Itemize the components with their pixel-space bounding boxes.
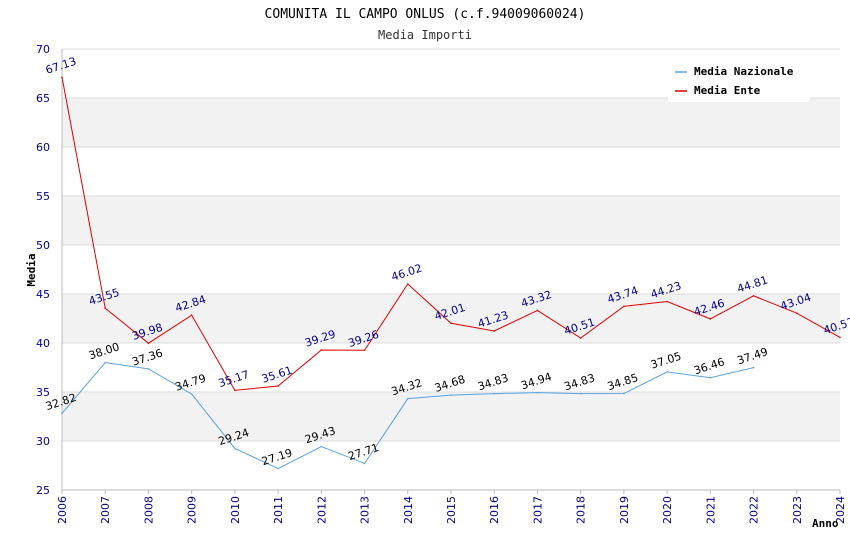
data-label: 34.83 [476, 371, 510, 393]
data-point [320, 445, 323, 448]
x-axis-label: Anno [812, 517, 839, 530]
y-tick-label: 40 [36, 337, 50, 350]
data-label: 27.71 [346, 441, 380, 463]
x-tick-label: 2021 [704, 496, 717, 524]
data-point [147, 342, 150, 344]
axes [61, 49, 841, 494]
data-label: 44.81 [735, 273, 769, 295]
y-tick-label: 55 [36, 190, 50, 203]
y-axis-label: Media [25, 253, 38, 286]
x-tick-label: 2017 [531, 496, 544, 524]
data-point [277, 385, 279, 387]
x-tick-label: 2020 [661, 496, 674, 524]
legend-label-media-ente: Media Ente [694, 84, 761, 97]
data-point [61, 412, 63, 415]
data-point [709, 376, 712, 379]
data-label: 27.19 [260, 446, 294, 468]
y-tick-label: 50 [36, 239, 50, 252]
data-point [406, 283, 409, 285]
plot-band [62, 196, 840, 245]
data-point [104, 307, 107, 310]
y-tick-label: 60 [36, 141, 50, 154]
data-point [536, 391, 539, 394]
data-point [450, 322, 452, 325]
data-label: 67.13 [44, 55, 78, 77]
data-point [795, 312, 798, 315]
data-label: 38.00 [87, 340, 121, 362]
x-tick-label: 2012 [315, 496, 328, 524]
y-tick-label: 25 [36, 484, 50, 497]
data-label: 35.17 [217, 368, 251, 390]
x-tick-label: 2006 [56, 496, 69, 524]
data-label: 34.79 [174, 372, 208, 394]
y-tick-label: 35 [36, 386, 50, 399]
data-point [623, 392, 625, 395]
data-point [234, 389, 236, 392]
legend: Media Nazionale Media Ente [668, 56, 810, 102]
data-point [450, 394, 452, 396]
y-tick-label: 45 [36, 288, 50, 301]
data-point [234, 447, 236, 450]
data-label: 46.02 [390, 262, 424, 284]
y-tick-labels: 25 30 35 40 45 50 55 60 65 70 [36, 43, 50, 497]
chart-subtitle: Media Importi [378, 28, 472, 42]
legend-box [668, 56, 810, 102]
data-point [666, 300, 668, 303]
data-point [104, 361, 107, 364]
x-tick-label: 2007 [99, 496, 112, 524]
data-point [277, 467, 279, 470]
x-tick-label: 2008 [142, 496, 155, 524]
chart-title: COMUNITA IL CAMPO ONLUS (c.f.94009060024… [265, 7, 586, 22]
data-point [363, 349, 366, 352]
x-tick-label: 2023 [791, 496, 804, 524]
data-point [320, 349, 323, 351]
data-point [839, 336, 841, 339]
plot-band [62, 392, 840, 441]
x-tick-label: 2015 [445, 496, 458, 524]
data-point [363, 462, 366, 465]
series-lines [61, 76, 841, 470]
y-tick-label: 70 [36, 43, 50, 56]
data-point [579, 337, 582, 339]
data-point [536, 309, 539, 312]
x-tick-label: 2009 [186, 496, 199, 524]
data-point [190, 393, 193, 395]
data-label: 34.94 [519, 370, 553, 392]
data-label: 37.49 [735, 345, 769, 367]
data-point [406, 397, 409, 400]
x-tick-label: 2014 [402, 496, 415, 524]
x-tick-label: 2016 [488, 496, 501, 524]
data-point [147, 368, 150, 370]
x-tick-label: 2013 [359, 496, 372, 524]
x-tick-label: 2010 [229, 496, 242, 524]
data-point [666, 371, 668, 373]
y-tick-label: 30 [36, 435, 50, 448]
x-tick-label: 2019 [618, 496, 631, 524]
data-label: 34.83 [563, 371, 597, 393]
x-tick-labels: 2006 2007 2008 2009 2010 2011 2012 2013 2014 2015… [56, 496, 847, 524]
data-point [190, 314, 193, 316]
data-point [623, 305, 625, 308]
data-point [709, 318, 712, 320]
data-point [752, 295, 755, 297]
data-label: 37.05 [649, 350, 683, 372]
y-tick-label: 65 [36, 92, 50, 105]
data-point [579, 392, 582, 395]
data-label: 34.85 [606, 371, 640, 393]
data-point [493, 392, 496, 395]
data-label: 35.61 [260, 364, 294, 386]
x-tick-label: 2018 [575, 496, 588, 524]
data-point [752, 366, 755, 369]
data-point [493, 330, 496, 332]
plot-band [62, 98, 840, 147]
x-tick-label: 2022 [748, 496, 761, 524]
legend-label-media-nazionale: Media Nazionale [694, 65, 794, 78]
x-tick-label: 2011 [272, 496, 285, 524]
data-label: 36.46 [692, 355, 726, 377]
x-tick-label: 2024 [834, 496, 847, 524]
data-label: 37.36 [130, 346, 164, 368]
data-point [61, 76, 63, 78]
